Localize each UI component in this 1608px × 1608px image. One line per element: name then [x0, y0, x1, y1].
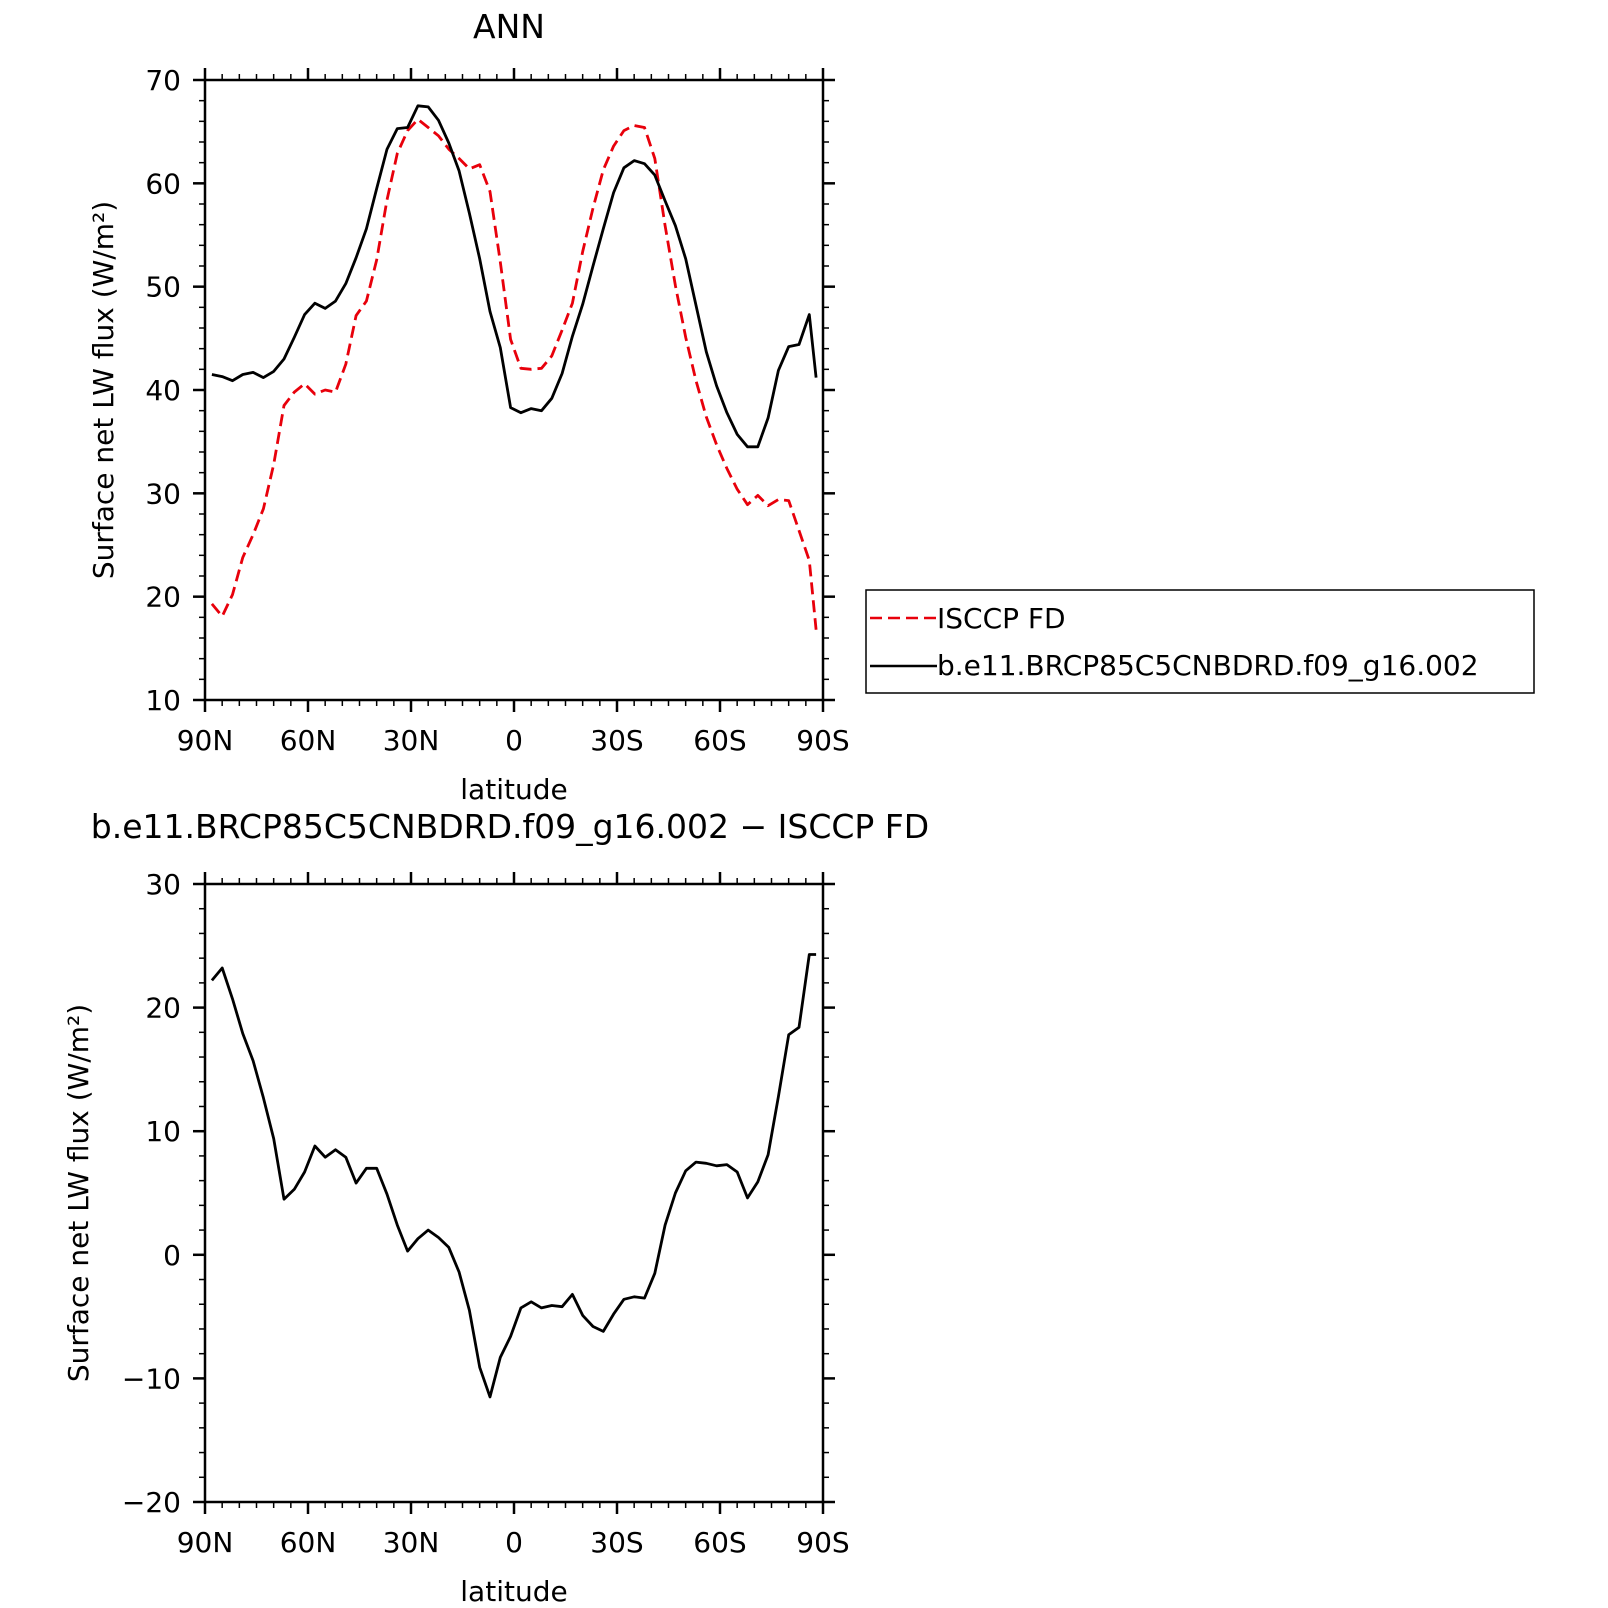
bottom-y-axis-title: Surface net LW flux (W/m²): [62, 1004, 95, 1382]
legend-label-isccp: ISCCP FD: [937, 602, 1066, 635]
bottom-x-tick-label: 90S: [796, 1526, 849, 1559]
bottom-panel: b.e11.BRCP85C5CNBDRD.f09_g16.002 − ISCCP…: [62, 807, 929, 1608]
top-x-tick-label: 0: [505, 724, 523, 757]
top-y-tick-label: 10: [145, 684, 181, 717]
legend-label-model: b.e11.BRCP85C5CNBDRD.f09_g16.002: [937, 649, 1479, 682]
top-y-axis-title: Surface net LW flux (W/m²): [87, 201, 120, 579]
top-x-tick-label: 60S: [693, 724, 746, 757]
top-x-tick-label: 30N: [383, 724, 440, 757]
top-y-tick-label: 20: [145, 581, 181, 614]
bottom-x-tick-label: 90N: [177, 1526, 234, 1559]
bottom-y-tick-label: 30: [145, 868, 181, 901]
top-y-tick-label: 30: [145, 477, 181, 510]
legend: ISCCP FD b.e11.BRCP85C5CNBDRD.f09_g16.00…: [865, 589, 1535, 694]
bottom-x-axis-title: latitude: [460, 1575, 567, 1608]
top-y-tick-label: 40: [145, 374, 181, 407]
top-x-axis-title: latitude: [460, 773, 567, 806]
bottom-y-tick-label: 10: [145, 1115, 181, 1148]
bottom-plot-frame: [203, 882, 825, 1504]
bottom-x-tick-label: 30S: [590, 1526, 643, 1559]
bottom-x-tick-label: 30N: [383, 1526, 440, 1559]
top-x-tick-label: 90S: [796, 724, 849, 757]
top-panel: ANN 90N 60N 30N 0 30S 60S 90S 10 20 30 40 50 60 70 la…: [87, 7, 850, 806]
bottom-y-tick-label: 20: [145, 992, 181, 1025]
bottom-series-line-0: [210, 953, 817, 1399]
top-series-line-0: [210, 117, 818, 630]
bottom-axis-ticks: 90N 60N 30N 0 30S 60S 90S −20 −10 0 10 20 30: [122, 868, 850, 1559]
top-series-line-1: [211, 104, 818, 449]
top-chart-title: ANN: [473, 7, 545, 46]
top-axis-ticks: 90N 60N 30N 0 30S 60S 90S 10 20 30 40 50 60 70: [145, 64, 849, 757]
top-y-tick-label: 70: [145, 64, 181, 97]
top-y-tick-label: 50: [145, 271, 181, 304]
top-x-tick-label: 90N: [177, 724, 234, 757]
top-y-tick-label: 60: [145, 167, 181, 200]
bottom-x-tick-label: 60S: [693, 1526, 746, 1559]
bottom-x-tick-label: 0: [505, 1526, 523, 1559]
bottom-chart-title: b.e11.BRCP85C5CNBDRD.f09_g16.002 − ISCCP…: [91, 807, 929, 846]
bottom-y-tick-label: 0: [163, 1239, 181, 1272]
top-x-tick-label: 30S: [590, 724, 643, 757]
top-x-tick-label: 60N: [280, 724, 337, 757]
legend-box: [865, 589, 1535, 694]
bottom-y-tick-label: −10: [122, 1362, 181, 1395]
bottom-series-lines: [210, 953, 817, 1399]
bottom-x-tick-label: 60N: [280, 1526, 337, 1559]
top-series-lines: [210, 104, 818, 630]
bottom-y-tick-label: −20: [122, 1486, 181, 1519]
